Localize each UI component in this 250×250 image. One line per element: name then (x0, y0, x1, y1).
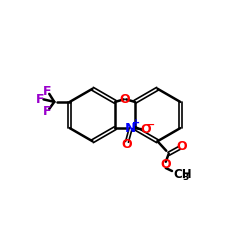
Text: 3: 3 (182, 173, 188, 182)
Text: +: + (132, 118, 140, 128)
Text: O: O (120, 93, 130, 106)
Text: O: O (160, 158, 171, 171)
Text: O: O (122, 138, 132, 151)
Text: F: F (43, 105, 52, 118)
Text: O: O (140, 123, 150, 136)
Text: F: F (36, 93, 45, 106)
Text: O: O (176, 140, 187, 153)
Text: N: N (125, 122, 136, 134)
Text: CH: CH (173, 168, 192, 181)
Text: F: F (43, 85, 52, 98)
Text: −: − (146, 120, 155, 130)
